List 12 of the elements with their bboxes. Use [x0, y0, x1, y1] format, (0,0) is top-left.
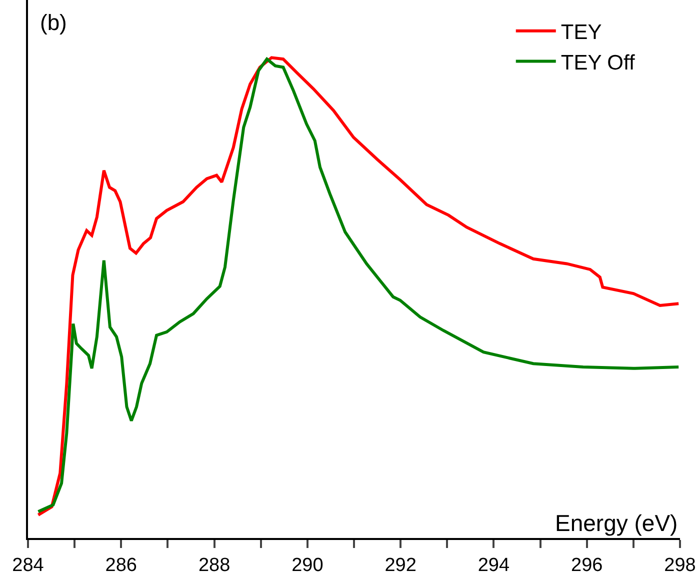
- x-tick-label: 292: [384, 554, 416, 576]
- x-axis-title: Energy (eV): [555, 510, 678, 536]
- x-tick-label: 290: [292, 554, 324, 576]
- x-tick-label: 286: [105, 554, 137, 576]
- chart-title: (b): [40, 10, 67, 35]
- x-tick-label: 284: [12, 554, 44, 576]
- legend-label: TEY Off: [560, 51, 635, 74]
- x-tick-label: 298: [664, 554, 696, 576]
- x-tick-label: 288: [198, 554, 230, 576]
- x-tick-label: 294: [478, 554, 510, 576]
- x-tick-label: 296: [571, 554, 603, 576]
- legend-label: TEY: [560, 21, 602, 44]
